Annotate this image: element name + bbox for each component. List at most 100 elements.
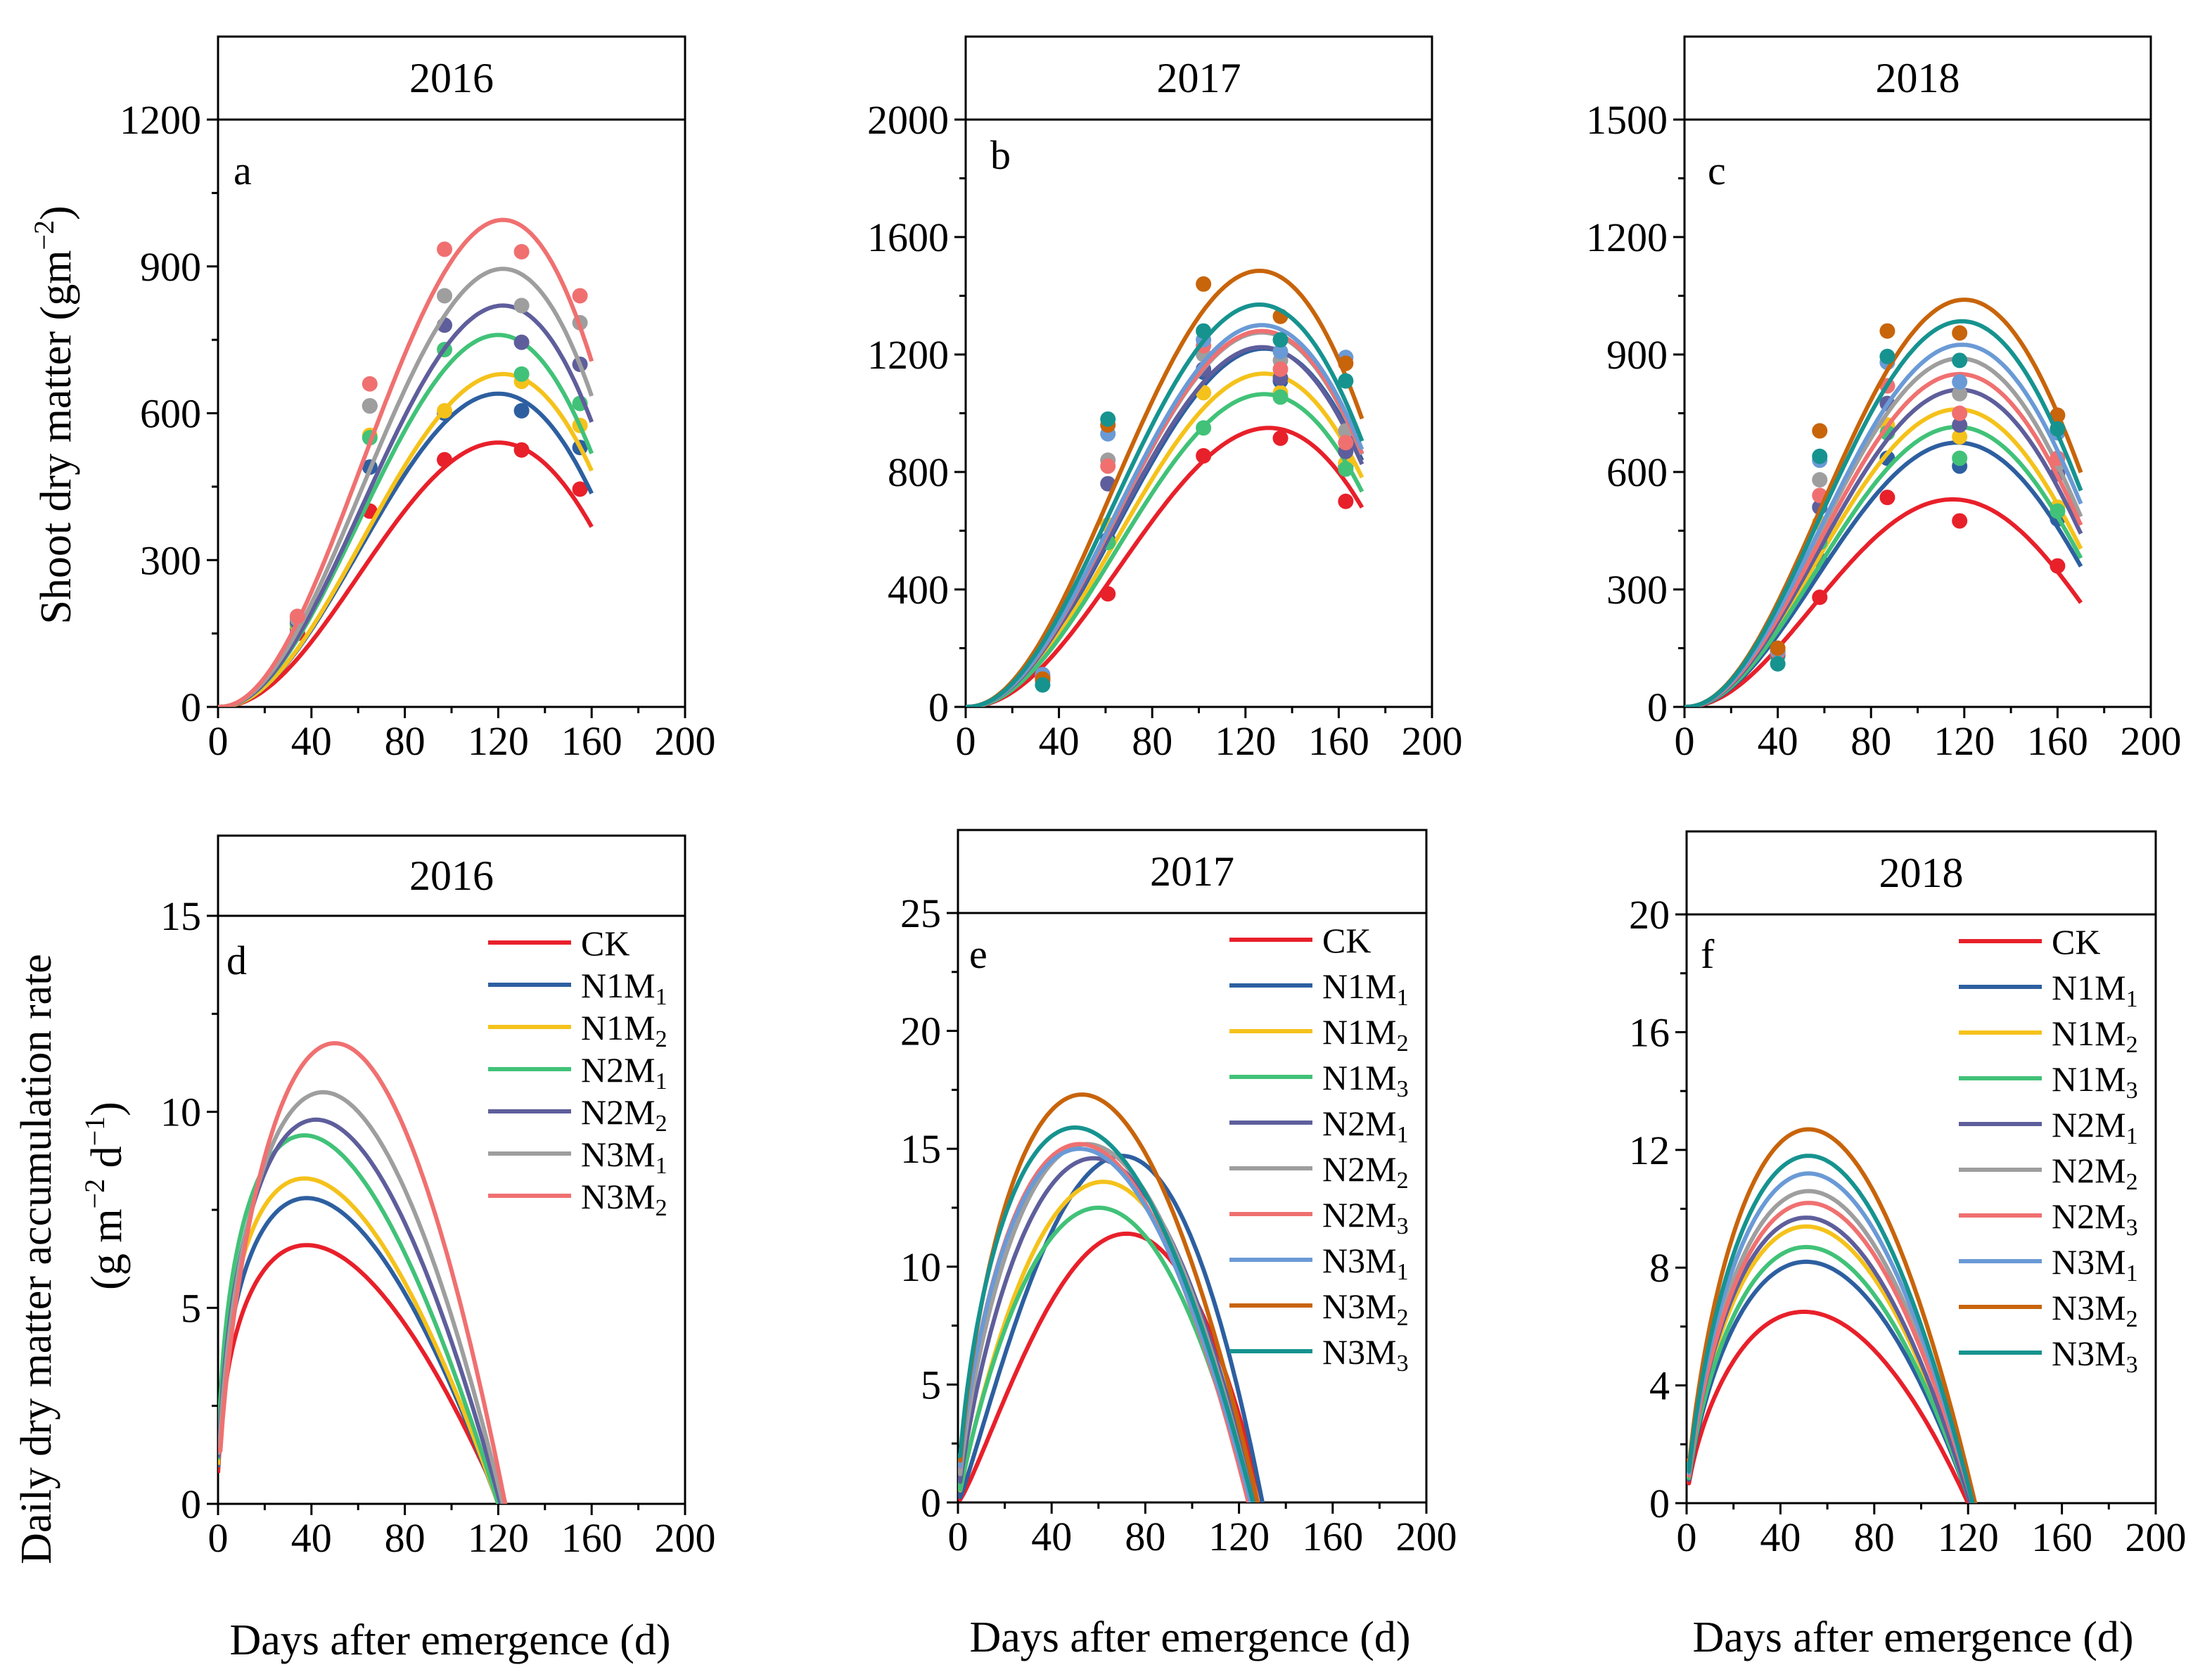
y-tick-label: 10 [160,1090,201,1135]
data-point-N3M3 [1035,677,1051,693]
series-line-N2M3 [1687,1201,1975,1503]
legend-label-N2M2: N2M2 [2052,1151,2138,1195]
data-point-N3M2 [1196,276,1212,292]
y-tick-label: 15 [160,893,201,939]
panel-a: 2016 a 0 40 80 120 160 200 0 300 600 900 1200 [120,35,716,764]
y-tick-label: 8 [1649,1245,1670,1291]
data-point-N2M1 [1952,417,1968,433]
y-tick-label: 20 [1629,892,1670,938]
y-tick-label: 4 [1649,1363,1670,1409]
series-line-N1M3 [1687,1244,1973,1503]
x-tick-label: 200 [655,718,716,764]
x-tick-label: 200 [655,1515,716,1561]
legend-label-N2M1: N2M1 [581,1050,667,1094]
y-tick-label: 15 [900,1126,941,1172]
series-group [218,1041,508,1504]
x-tick-label: 80 [1125,1514,1165,1559]
data-point-N3M2 [1770,640,1786,656]
y-tick-label: 300 [1606,567,1668,613]
series-group [966,269,1364,707]
y-tick-label: 900 [1606,332,1668,378]
x-tick-label: 40 [1039,718,1080,764]
panel-title: 2017 [1150,848,1234,895]
y-tick-label: 1200 [1586,215,1668,260]
x-tick-label: 80 [1132,718,1172,764]
legend-label-N3M2: N3M2 [2052,1288,2138,1332]
y-axis-label-top: Shoot dry matter (gm−2) [28,205,80,624]
legend-label-N1M1: N1M1 [581,966,667,1010]
data-point-N1M1 [513,403,530,419]
y-tick-label: 800 [888,449,949,495]
x-tick-label: 0 [948,1514,968,1559]
data-point-N2M3 [1272,361,1289,377]
legend-label-N3M3: N3M3 [2052,1334,2138,1378]
x-tick-label: 120 [468,1515,529,1561]
legend-label-N1M3: N1M3 [2052,1059,2138,1104]
legend-label-CK: CK [581,924,629,963]
data-point-N3M1 [362,398,378,414]
plot-frame [217,35,686,708]
series-line-N3M1 [958,1147,1253,1502]
x-tick-label: 0 [956,718,976,764]
x-tick-label: 160 [2027,718,2088,764]
series-line-N2M1 [218,1133,501,1504]
legend-label-N1M2: N1M2 [1322,1012,1409,1056]
legend-label-N3M3: N3M3 [1322,1332,1409,1377]
panel-title: 2018 [1879,850,1964,896]
data-point-CK [1952,513,1968,529]
series-line-N1M1 [1687,1259,1973,1503]
x-tick-label: 120 [1208,1514,1270,1559]
series-line-N3M2 [1687,1127,1978,1503]
data-point-N3M2 [513,243,530,260]
legend-label-N2M1: N2M1 [1322,1104,1409,1148]
data-point-N1M3 [1338,461,1354,477]
y-tick-label: 600 [1606,449,1668,495]
series-line-N2M2 [218,303,594,707]
y-tick-label: 600 [140,391,201,437]
x-tick-label: 200 [1402,718,1463,764]
panel-title: 2016 [409,55,494,101]
data-point-N2M3 [1100,458,1116,474]
panel-letter: e [969,931,987,977]
series-group [218,217,594,707]
series-line-N3M2 [966,269,1364,707]
legend-label-CK: CK [1322,921,1371,960]
panel-letter: c [1708,148,1726,193]
data-point-N2M2 [513,334,530,350]
y-tick-label: 400 [888,567,949,613]
data-point-N3M3 [2050,421,2066,437]
y-tick-label: 300 [140,537,201,583]
x-tick-label: 40 [1031,1514,1072,1559]
data-point-N3M3 [1879,348,1895,364]
data-point-N3M1 [1952,374,1968,390]
y-tick-label: 12 [1629,1128,1670,1173]
y-tick-label: 0 [181,1481,201,1527]
legend-label-N3M2: N3M2 [1322,1287,1409,1331]
series-group [1687,1127,1978,1503]
series-line-N1M1 [218,391,594,707]
x-tick-label: 0 [1675,718,1695,764]
series-group [1684,298,2083,707]
y-tick-label: 10 [900,1244,941,1290]
plot-frame [1683,35,2152,708]
legend-label-N3M1: N3M1 [2052,1242,2138,1287]
data-point-N1M3 [2050,503,2066,519]
series-line-N1M3 [966,392,1364,707]
x-tick-label: 40 [291,1515,332,1561]
x-tick-label: 40 [291,718,332,764]
panel-letter: f [1701,931,1715,977]
data-point-CK [1100,586,1116,602]
panel-letter: a [234,148,252,193]
data-point-N1M2 [437,403,453,419]
legend-label-N1M3: N1M3 [1322,1058,1409,1102]
x-tick-label: 160 [561,718,622,764]
x-tick-label: 120 [1215,718,1276,764]
legend-label-N3M1: N3M1 [581,1135,667,1179]
x-tick-label: 80 [1850,718,1891,764]
data-point-N2M3 [1338,435,1354,451]
series-line-N3M2 [218,1041,508,1504]
panel-c: 2018 c 0 40 80 120 160 200 0 300 600 900 1200 1500 [1586,35,2182,764]
legend-label-N2M2: N2M2 [581,1092,667,1137]
x-tick-label: 160 [561,1515,622,1561]
